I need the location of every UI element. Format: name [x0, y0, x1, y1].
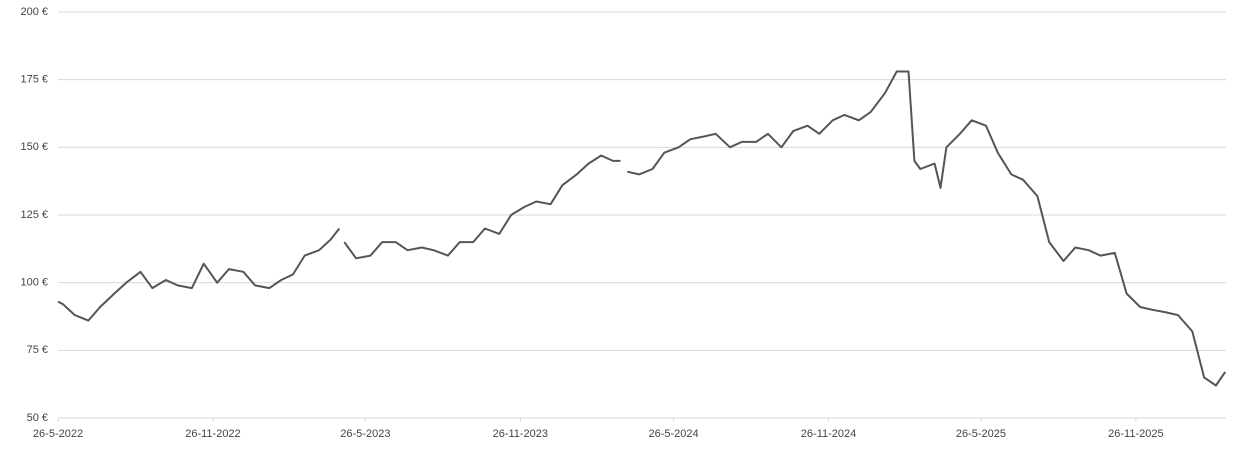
- x-tick-label: 26-5-2025: [956, 428, 1006, 440]
- y-tick-label: 50 €: [27, 412, 48, 424]
- x-tick-label: 26-5-2024: [649, 428, 699, 440]
- y-tick-label: 200 €: [20, 6, 48, 18]
- x-tick-label: 26-11-2023: [493, 428, 548, 440]
- x-tick-label: 26-5-2023: [340, 428, 390, 440]
- y-tick-label: 75 €: [27, 344, 48, 356]
- y-tick-label: 150 €: [20, 141, 48, 153]
- y-tick-label: 125 €: [20, 209, 48, 221]
- y-tick-label: 100 €: [20, 277, 48, 289]
- x-tick-label: 26-11-2022: [185, 428, 240, 440]
- x-tick-label: 26-11-2025: [1108, 428, 1163, 440]
- x-tick-label: 26-5-2022: [33, 428, 83, 440]
- y-tick-label: 175 €: [20, 74, 48, 86]
- price-line: [57, 70, 1227, 387]
- x-tick-label: 26-11-2024: [801, 428, 856, 440]
